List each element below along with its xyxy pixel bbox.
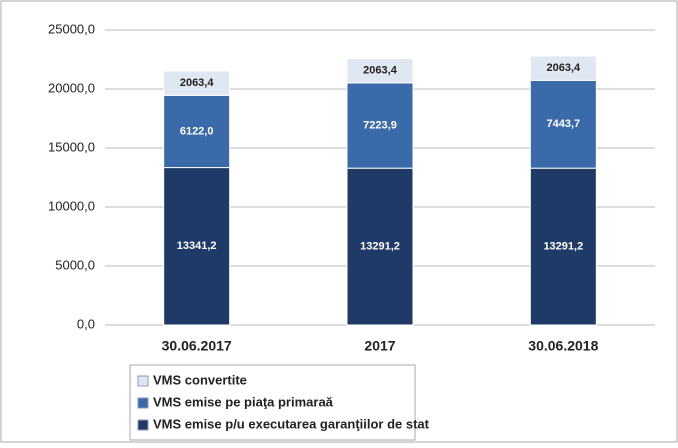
bar-segment (346, 167, 414, 326)
y-tick-label: 25000,0 (48, 21, 95, 36)
legend-swatch (137, 419, 149, 431)
legend-label: VMS emise p/u executarea garanţiilor de … (153, 416, 430, 431)
legend-label: VMS convertite (153, 372, 247, 387)
bar-segment (163, 70, 231, 96)
bar-segment (529, 55, 597, 81)
legend-box (129, 364, 416, 441)
value-label: 6122,0 (180, 125, 214, 137)
bar-segment (163, 167, 231, 326)
value-label: 7223,9 (363, 119, 397, 131)
bar-segment (346, 82, 414, 169)
legend-swatch (137, 397, 149, 409)
y-tick-label: 20000,0 (48, 80, 95, 95)
y-tick-label: 0,0 (77, 316, 95, 331)
value-label: 2063,4 (180, 77, 215, 89)
y-tick-label: 10000,0 (48, 198, 95, 213)
x-tick-label: 30.06.2018 (528, 338, 598, 354)
bar-segment (346, 58, 414, 84)
legend-label: VMS emise pe piaţa primaraă (153, 394, 334, 409)
value-label: 13291,2 (360, 240, 400, 252)
value-label: 13341,2 (177, 240, 217, 252)
y-tick-label: 15000,0 (48, 139, 95, 154)
bar-segment (163, 94, 231, 169)
x-tick-label: 30.06.2017 (162, 338, 232, 354)
legend-swatch (137, 375, 149, 387)
value-label: 2063,4 (547, 62, 582, 74)
value-label: 7443,7 (547, 118, 581, 130)
bar-segment (529, 79, 597, 169)
value-label: 2063,4 (363, 65, 398, 77)
bar-segment (529, 167, 597, 326)
value-label: 13291,2 (543, 240, 583, 252)
y-tick-label: 5000,0 (55, 257, 95, 272)
x-tick-label: 2017 (364, 338, 395, 354)
